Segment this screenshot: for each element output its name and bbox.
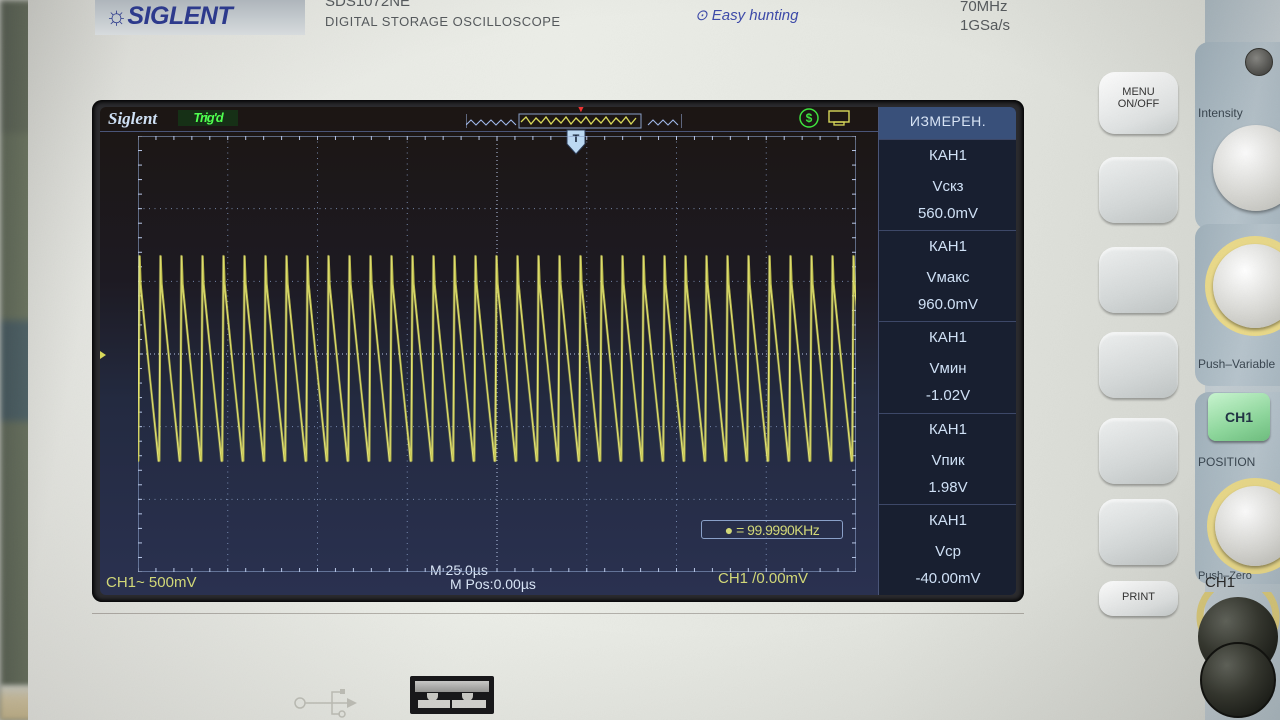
- svg-text:$: $: [806, 111, 813, 125]
